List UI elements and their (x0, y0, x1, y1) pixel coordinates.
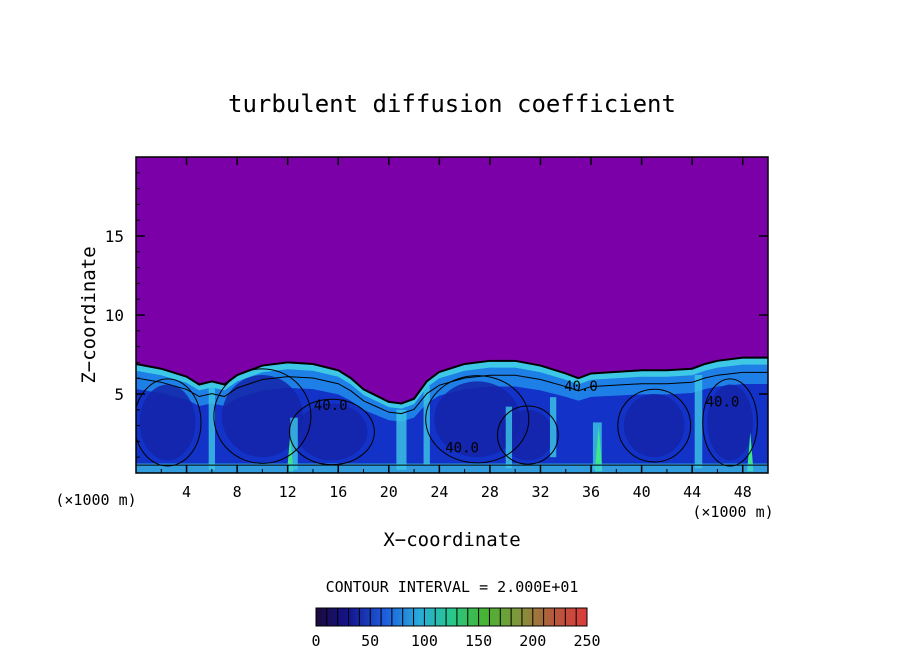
y-tick-label-15: 15 (105, 227, 124, 246)
x-tick-label-8: 8 (233, 483, 242, 501)
colorbar: 0 50 100 150 200 250 (311, 607, 601, 650)
x-tick-label-32: 32 (531, 483, 549, 501)
colorbar-gradient (316, 608, 587, 626)
y-axis-label: Z−coordinate (78, 246, 100, 383)
contour-cell-1 (213, 368, 312, 464)
contour-cell-3 (425, 375, 530, 464)
plot-area: 40.040.040.040.04 8 12 16 20 24 28 32 36 40 44 4851… (105, 156, 769, 501)
colorbar-frame (315, 607, 588, 627)
updraft-streak-3 (423, 386, 430, 466)
cell-core-6 (707, 384, 753, 461)
contour-cell-6 (702, 378, 758, 467)
y-tick-label-5: 5 (114, 385, 124, 404)
x-unit-left: (×1000 m) (55, 491, 136, 509)
x-axis-label: X−coordinate (383, 529, 520, 551)
cell-core-3 (434, 381, 521, 458)
cell-core-4 (502, 409, 554, 461)
x-tick-label-48: 48 (734, 483, 752, 501)
contour-cell-4 (497, 405, 559, 465)
contour-cell-2 (288, 398, 375, 466)
cell-core-2 (296, 403, 368, 461)
colorbar-tick-label-200: 200 (519, 632, 546, 650)
colorbar-tick-label-100: 100 (411, 632, 438, 650)
contour-inner (136, 371, 768, 415)
high-turbulence-0 (287, 435, 294, 472)
x-tick-label-16: 16 (329, 483, 347, 501)
x-tick-label-12: 12 (279, 483, 297, 501)
updraft-streak-1 (290, 417, 298, 470)
contour-cell-5 (617, 388, 692, 463)
updraft-streak-5 (549, 397, 557, 458)
x-tick-label-20: 20 (380, 483, 398, 501)
colorbar-tick-label-50: 50 (361, 632, 379, 650)
updraft-streak-7 (694, 375, 703, 469)
contour-label-3: 40.0 (706, 395, 740, 411)
x-tick-label-28: 28 (481, 483, 499, 501)
y-tick-label-10: 10 (105, 306, 124, 325)
x-unit-right: (×1000 m) (692, 503, 773, 521)
x-tick-label-36: 36 (582, 483, 600, 501)
contour-cell-0 (136, 378, 202, 467)
high-turbulence-1 (594, 425, 603, 472)
x-tick-label-40: 40 (633, 483, 651, 501)
cell-core-1 (221, 375, 303, 458)
updraft-streak-2 (396, 409, 407, 470)
updraft-streak-0 (208, 384, 215, 470)
colorbar-tick-label-0: 0 (311, 632, 320, 650)
turbulence-field: 40.0 40.0 40.0 40.0 (136, 356, 768, 473)
x-tick-label-24: 24 (430, 483, 448, 501)
contour-label-1: 40.0 (445, 440, 479, 456)
colorbar-tick-label-250: 250 (573, 632, 600, 650)
cell-core-0 (139, 384, 196, 461)
cell-core-5 (623, 394, 685, 458)
x-tick-label-4: 4 (182, 483, 191, 501)
x-tick-label-44: 44 (683, 483, 701, 501)
chart-title: turbulent diffusion coefficient (228, 90, 676, 118)
surface-layer (136, 463, 768, 473)
contour-label-2: 40.0 (564, 379, 598, 395)
colorbar-tick-label-150: 150 (465, 632, 492, 650)
contour-interval-label: CONTOUR INTERVAL = 2.000E+01 (326, 578, 579, 596)
contour-label-0: 40.0 (314, 398, 348, 414)
updraft-streak-4 (505, 406, 513, 469)
